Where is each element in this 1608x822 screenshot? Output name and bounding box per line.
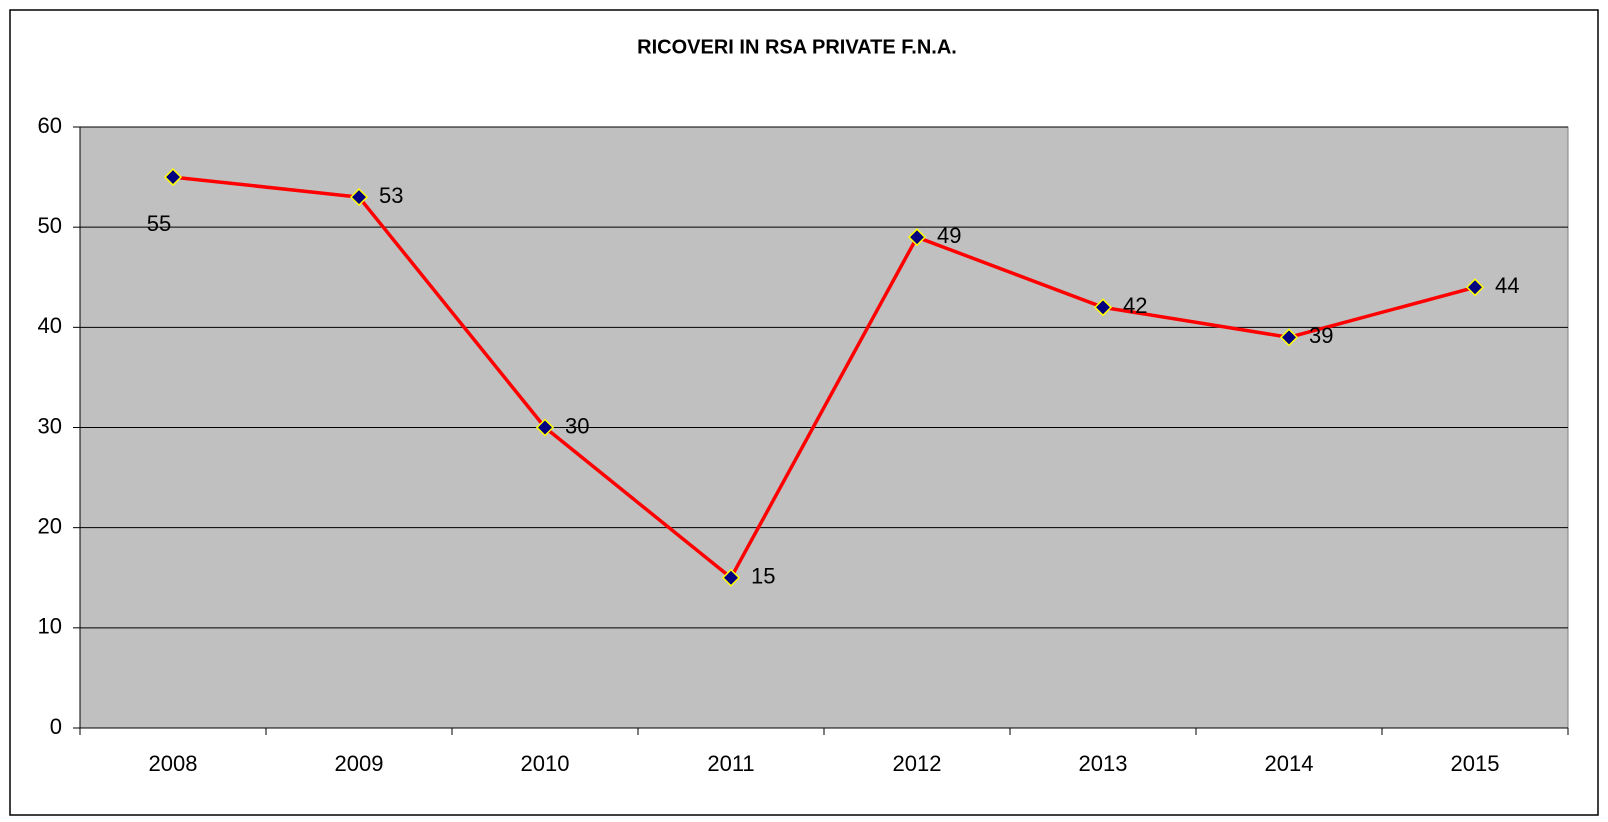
data-label: 39 xyxy=(1309,323,1333,348)
y-tick-label: 0 xyxy=(50,714,62,739)
marker xyxy=(1093,298,1113,317)
marker xyxy=(349,188,369,207)
marker xyxy=(1465,278,1485,297)
marker xyxy=(721,568,741,587)
data-label: 30 xyxy=(565,413,589,438)
x-tick-label: 2013 xyxy=(1079,751,1128,776)
x-tick-label: 2009 xyxy=(335,751,384,776)
data-label: 55 xyxy=(147,211,171,236)
data-label: 44 xyxy=(1495,273,1519,298)
x-tick-label: 2010 xyxy=(521,751,570,776)
data-label: 15 xyxy=(751,564,775,589)
y-tick-label: 20 xyxy=(38,513,62,538)
x-tick-label: 2008 xyxy=(149,751,198,776)
y-tick-label: 50 xyxy=(38,213,62,238)
chart-title: RICOVERI IN RSA PRIVATE F.N.A. xyxy=(637,36,957,58)
y-tick-label: 40 xyxy=(38,313,62,338)
line xyxy=(172,175,1476,581)
data-label: 53 xyxy=(379,183,403,208)
x-tick-label: 2012 xyxy=(893,751,942,776)
marker xyxy=(535,418,555,437)
y-tick-label: 60 xyxy=(38,113,62,138)
x-tick-label: 2015 xyxy=(1451,751,1500,776)
x-tick-label: 2011 xyxy=(707,751,754,776)
y-tick-label: 10 xyxy=(38,614,62,639)
data-label: 42 xyxy=(1123,293,1147,318)
marker xyxy=(163,168,183,187)
data-label: 49 xyxy=(937,223,961,248)
marker xyxy=(1279,328,1299,347)
y-tick-label: 30 xyxy=(38,413,62,438)
marker xyxy=(907,228,927,247)
x-tick-label: 2014 xyxy=(1265,751,1314,776)
